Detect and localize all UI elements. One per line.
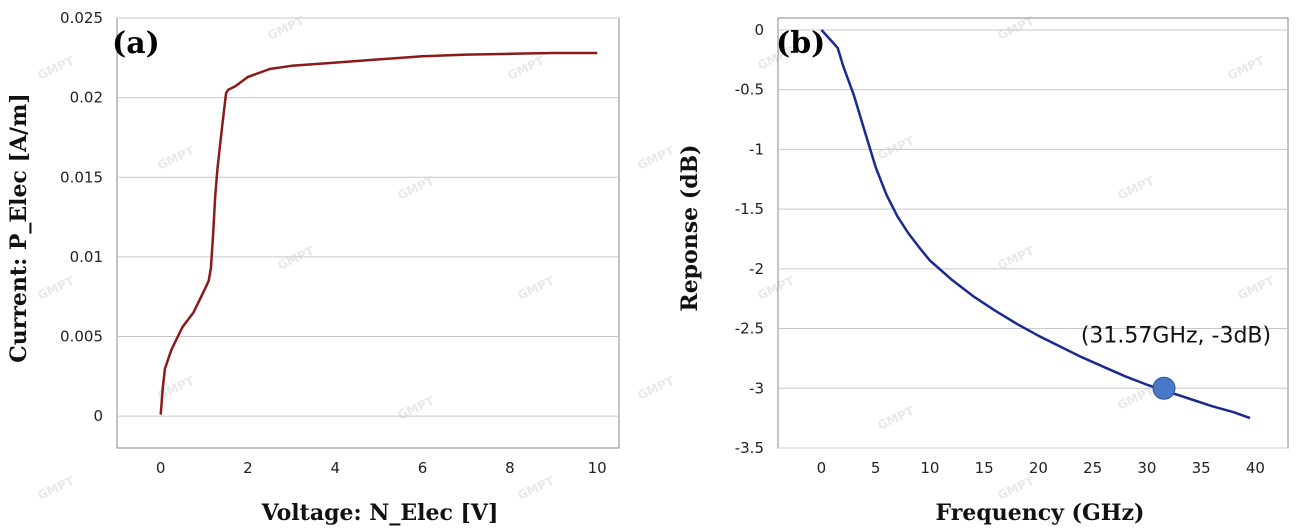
panel-b-y-tick-label: -3 (749, 379, 764, 397)
panel-a-y-tick-label: 0.02 (70, 89, 103, 107)
watermark-text: GMPT (1115, 383, 1157, 412)
panel-a-x-ticks: 0 2 4 6 8 10 (156, 459, 607, 477)
watermark-text: GMPT (875, 403, 917, 432)
panel-b-x-tick-label: 40 (1246, 459, 1265, 477)
panel-a-x-tick-label: 8 (505, 459, 515, 477)
panel-b-grid (778, 29, 1288, 449)
panel-b-y-tick-label: -1 (749, 140, 764, 158)
panel-b-label: (b) (776, 26, 825, 61)
panel-a-x-tick-label: 4 (330, 459, 340, 477)
panel-b-y-tick-label: -0.5 (735, 81, 764, 99)
panel-b-y-axis-label: Reponse (dB) (677, 144, 703, 311)
panel-a-series-line (159, 51, 598, 415)
panel-b-chart: 0 5 10 15 20 25 30 35 40 0 -0.5 -1 -1.5 -2 -2.5 -3 -3.5… (677, 17, 1289, 526)
panel-b-x-axis-label: Frequency (GHz) (936, 500, 1145, 526)
watermark-text: GMPT (1235, 273, 1277, 302)
panel-a-x-tick-label: 2 (243, 459, 253, 477)
panel-a-label: (a) (112, 26, 160, 61)
panel-a-y-ticks: 0 0.005 0.01 0.015 0.02 0.025 (60, 9, 103, 425)
panel-b-x-ticks: 0 5 10 15 20 25 30 35 40 (817, 459, 1265, 477)
panel-b-x-tick-label: 15 (975, 459, 994, 477)
panel-b-plot-frame (777, 17, 1289, 449)
watermark-text: GMPT (275, 243, 317, 272)
watermark-text: GMPT (35, 53, 77, 82)
watermark-text: GMPT (875, 133, 917, 162)
panel-b-x-tick-label: 20 (1029, 459, 1048, 477)
panel-a-y-tick-label: 0.01 (70, 248, 103, 266)
watermark-text: GMPT (155, 143, 197, 172)
watermark-text: GMPT (515, 473, 557, 502)
panel-a-x-axis-label: Voltage: N_Elec [V] (261, 500, 499, 526)
panel-b-x-tick-label: 5 (871, 459, 881, 477)
panel-a-y-axis-label: Current: P_Elec [A/m] (6, 93, 32, 363)
watermark-text: GMPT (635, 373, 677, 402)
panel-a-grid (117, 17, 619, 417)
watermark-text: GMPT (1115, 173, 1157, 202)
panel-b-y-tick-label: -1.5 (735, 200, 764, 218)
panel-b-y-ticks: 0 -0.5 -1 -1.5 -2 -2.5 -3 -3.5 (735, 21, 764, 457)
watermark-text: GMPT (995, 243, 1037, 272)
watermark-text: GMPT (35, 473, 77, 502)
watermark-text: GMPT (505, 53, 547, 82)
panel-b-y-tick-label: -2.5 (735, 320, 764, 338)
watermark-text: GMPT (395, 393, 437, 422)
panel-b-x-tick-label: 30 (1137, 459, 1156, 477)
panel-b-y-tick-label: -2 (749, 260, 764, 278)
panel-b-series-line (820, 29, 1251, 420)
panel-a-chart: 0 2 4 6 8 10 0 0.005 0.01 0.015 0.02 0.025 (a) Vol… (6, 9, 620, 526)
watermark-text: GMPT (635, 143, 677, 172)
watermark-text: GMPT (35, 273, 77, 302)
panel-b-x-tick-label: 0 (817, 459, 827, 477)
panel-a-y-tick-label: 0.015 (60, 168, 103, 186)
panel-a-y-tick-label: 0.025 (60, 9, 103, 27)
watermark-text: GMPT (1225, 53, 1267, 82)
watermark-text: GMPT (995, 473, 1037, 502)
watermark-text: GMPT (515, 273, 557, 302)
panel-b-3db-marker (1152, 376, 1176, 400)
panel-b-y-tick-label: 0 (754, 21, 764, 39)
panel-b-x-tick-label: 35 (1192, 459, 1211, 477)
panel-b-x-tick-label: 25 (1083, 459, 1102, 477)
panel-b-x-tick-label: 10 (920, 459, 939, 477)
panel-a-x-tick-label: 10 (588, 459, 607, 477)
panel-a-x-tick-label: 6 (418, 459, 428, 477)
panel-b-annotation: (31.57GHz, -3dB) (1081, 323, 1271, 348)
panel-a-y-tick-label: 0.005 (60, 328, 103, 346)
watermark-layer: GMPT GMPT GMPT GMPT GMPT GMPT GMPT GMPT GMPT GMPT… (35, 13, 1277, 502)
panel-a-x-tick-label: 0 (156, 459, 166, 477)
panel-a-y-tick-label: 0 (93, 407, 103, 425)
panel-b-y-tick-label: -3.5 (735, 439, 764, 457)
